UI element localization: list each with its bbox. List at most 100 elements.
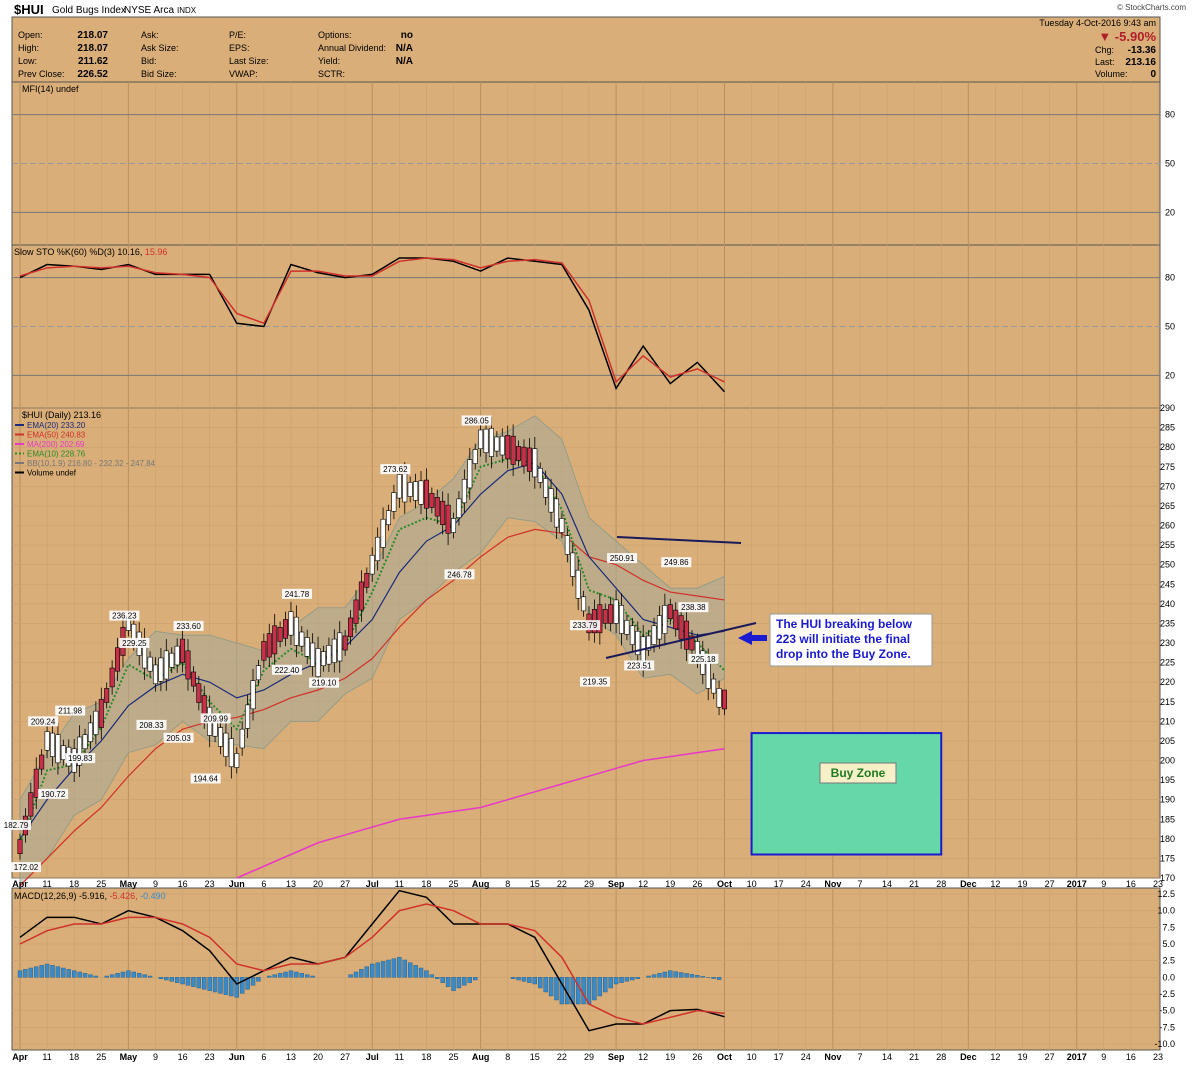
candle-down: [348, 617, 354, 638]
x-tick-label: 15: [530, 879, 540, 889]
ema10-line: [19, 457, 726, 844]
macd-histogram-bar: [250, 977, 256, 986]
info-label: Bid:: [141, 56, 157, 66]
price-legend-entry: BB(10,1.9) 216.80 - 232.32 - 247.84: [27, 459, 156, 468]
candle-down: [602, 609, 608, 624]
candle-up: [87, 722, 93, 743]
candle-up: [418, 480, 424, 505]
info-label: Last:: [1095, 57, 1115, 67]
x-tick-label: 16: [178, 879, 188, 889]
macd-histogram-bar: [695, 975, 700, 978]
x-tick-label: 12: [990, 1052, 1000, 1062]
macd-histogram-bar: [586, 977, 592, 1005]
x-tick-label: 19: [1018, 879, 1028, 889]
x-tick-label: May: [120, 879, 138, 889]
candle-up: [93, 710, 99, 735]
x-tick-label: 7: [857, 1052, 862, 1062]
macd-histogram-bar: [185, 977, 191, 986]
candle-up: [467, 459, 473, 489]
x-tick-label: 12: [638, 879, 648, 889]
y-tick-label: 275: [1160, 462, 1175, 472]
price-annotation-bg: [28, 716, 59, 727]
candle-up: [624, 619, 630, 635]
x-tick-label: 25: [449, 1052, 459, 1062]
price-annotation-bg: [173, 620, 204, 631]
macd-histogram-bar: [689, 974, 695, 978]
x-tick-label: May: [120, 1052, 138, 1062]
y-tick-label: -5.0: [1159, 1006, 1175, 1016]
y-tick-label: 250: [1160, 560, 1175, 570]
candle-up: [402, 473, 408, 503]
candle-down: [33, 768, 39, 798]
x-tick-label: 27: [340, 1052, 350, 1062]
macd-histogram-bar: [456, 977, 462, 989]
candle-down: [104, 688, 110, 703]
macd-histogram-bar: [66, 969, 71, 978]
x-tick-label: Nov: [824, 879, 841, 889]
candle-up: [705, 659, 711, 689]
macd-histogram-bar: [440, 977, 445, 983]
macd-histogram-bar: [196, 977, 202, 989]
price-annotation-bg: [11, 862, 41, 873]
candle-up: [152, 664, 158, 685]
x-tick-label: 29: [584, 1052, 594, 1062]
y-tick-label: 230: [1160, 638, 1175, 648]
candle-up: [548, 488, 554, 513]
candle-up: [532, 448, 538, 478]
info-value: 218.07: [77, 43, 108, 54]
macd-histogram-bar: [82, 973, 88, 978]
y-tick-label: 185: [1160, 814, 1175, 824]
x-tick-label: 16: [1126, 879, 1136, 889]
x-tick-label: 10: [747, 879, 757, 889]
info-label: Chg:: [1095, 45, 1114, 55]
macd-histogram-bar: [391, 958, 397, 978]
macd-histogram-bar: [592, 977, 597, 1001]
price-annotation-bg: [200, 713, 231, 724]
price-annotation: 208.33: [139, 721, 164, 730]
x-tick-label: Oct: [717, 1052, 732, 1062]
info-value: 211.62: [78, 56, 108, 67]
macd-histogram-bar: [191, 977, 196, 987]
y-tick-label: -7.5: [1159, 1022, 1175, 1032]
x-tick-label: 2017: [1067, 1052, 1087, 1062]
candle-down: [445, 504, 451, 534]
y-tick-label: 240: [1160, 599, 1175, 609]
macd-histogram-bar: [34, 966, 39, 978]
candle-down: [526, 447, 532, 472]
macd-histogram-bar: [28, 967, 34, 978]
price-legend-entry: MA(200) 202.69: [27, 440, 85, 449]
macd-histogram-bar: [418, 967, 424, 978]
candle-up: [385, 510, 391, 526]
macd-histogram-bar: [164, 977, 169, 981]
candle-up: [239, 728, 245, 749]
macd-histogram-bar: [608, 977, 613, 989]
x-tick-label: 23: [205, 879, 215, 889]
x-tick-label: 26: [692, 1052, 702, 1062]
callout-arrow: [738, 631, 767, 645]
macd-histogram-bar: [77, 971, 82, 978]
macd-histogram-bar: [299, 973, 304, 978]
macd-histogram-bar: [429, 974, 435, 978]
y-tick-label: 280: [1160, 442, 1175, 452]
macd-histogram-bar: [256, 977, 261, 982]
x-tick-label: 18: [421, 1052, 431, 1062]
price-annotation-bg: [444, 569, 475, 580]
macd-histogram-bar: [147, 975, 153, 978]
y-tick-label: 5.0: [1162, 939, 1175, 949]
x-tick-label: Dec: [960, 1052, 977, 1062]
price-annotation-bg: [163, 732, 194, 743]
candle-down: [440, 500, 446, 526]
y-tick-label: 80: [1165, 273, 1175, 283]
source-credit: © StockCharts.com: [1117, 3, 1186, 12]
price-annotation: 223.51: [627, 661, 652, 670]
x-tick-label: 2017: [1067, 879, 1087, 889]
price-annotation-bg: [607, 553, 638, 564]
macd-histogram-bar: [120, 971, 126, 978]
info-label: Last Size:: [229, 56, 269, 66]
stochastic-legend: Slow STO %K(60) %D(3) 10.16, 15.96: [14, 247, 167, 257]
price-annotation-bg: [281, 588, 312, 599]
macd-histogram-bar: [386, 959, 391, 978]
x-tick-label: Aug: [472, 1052, 490, 1062]
y-tick-label: 285: [1160, 423, 1175, 433]
candle-up: [158, 657, 164, 682]
